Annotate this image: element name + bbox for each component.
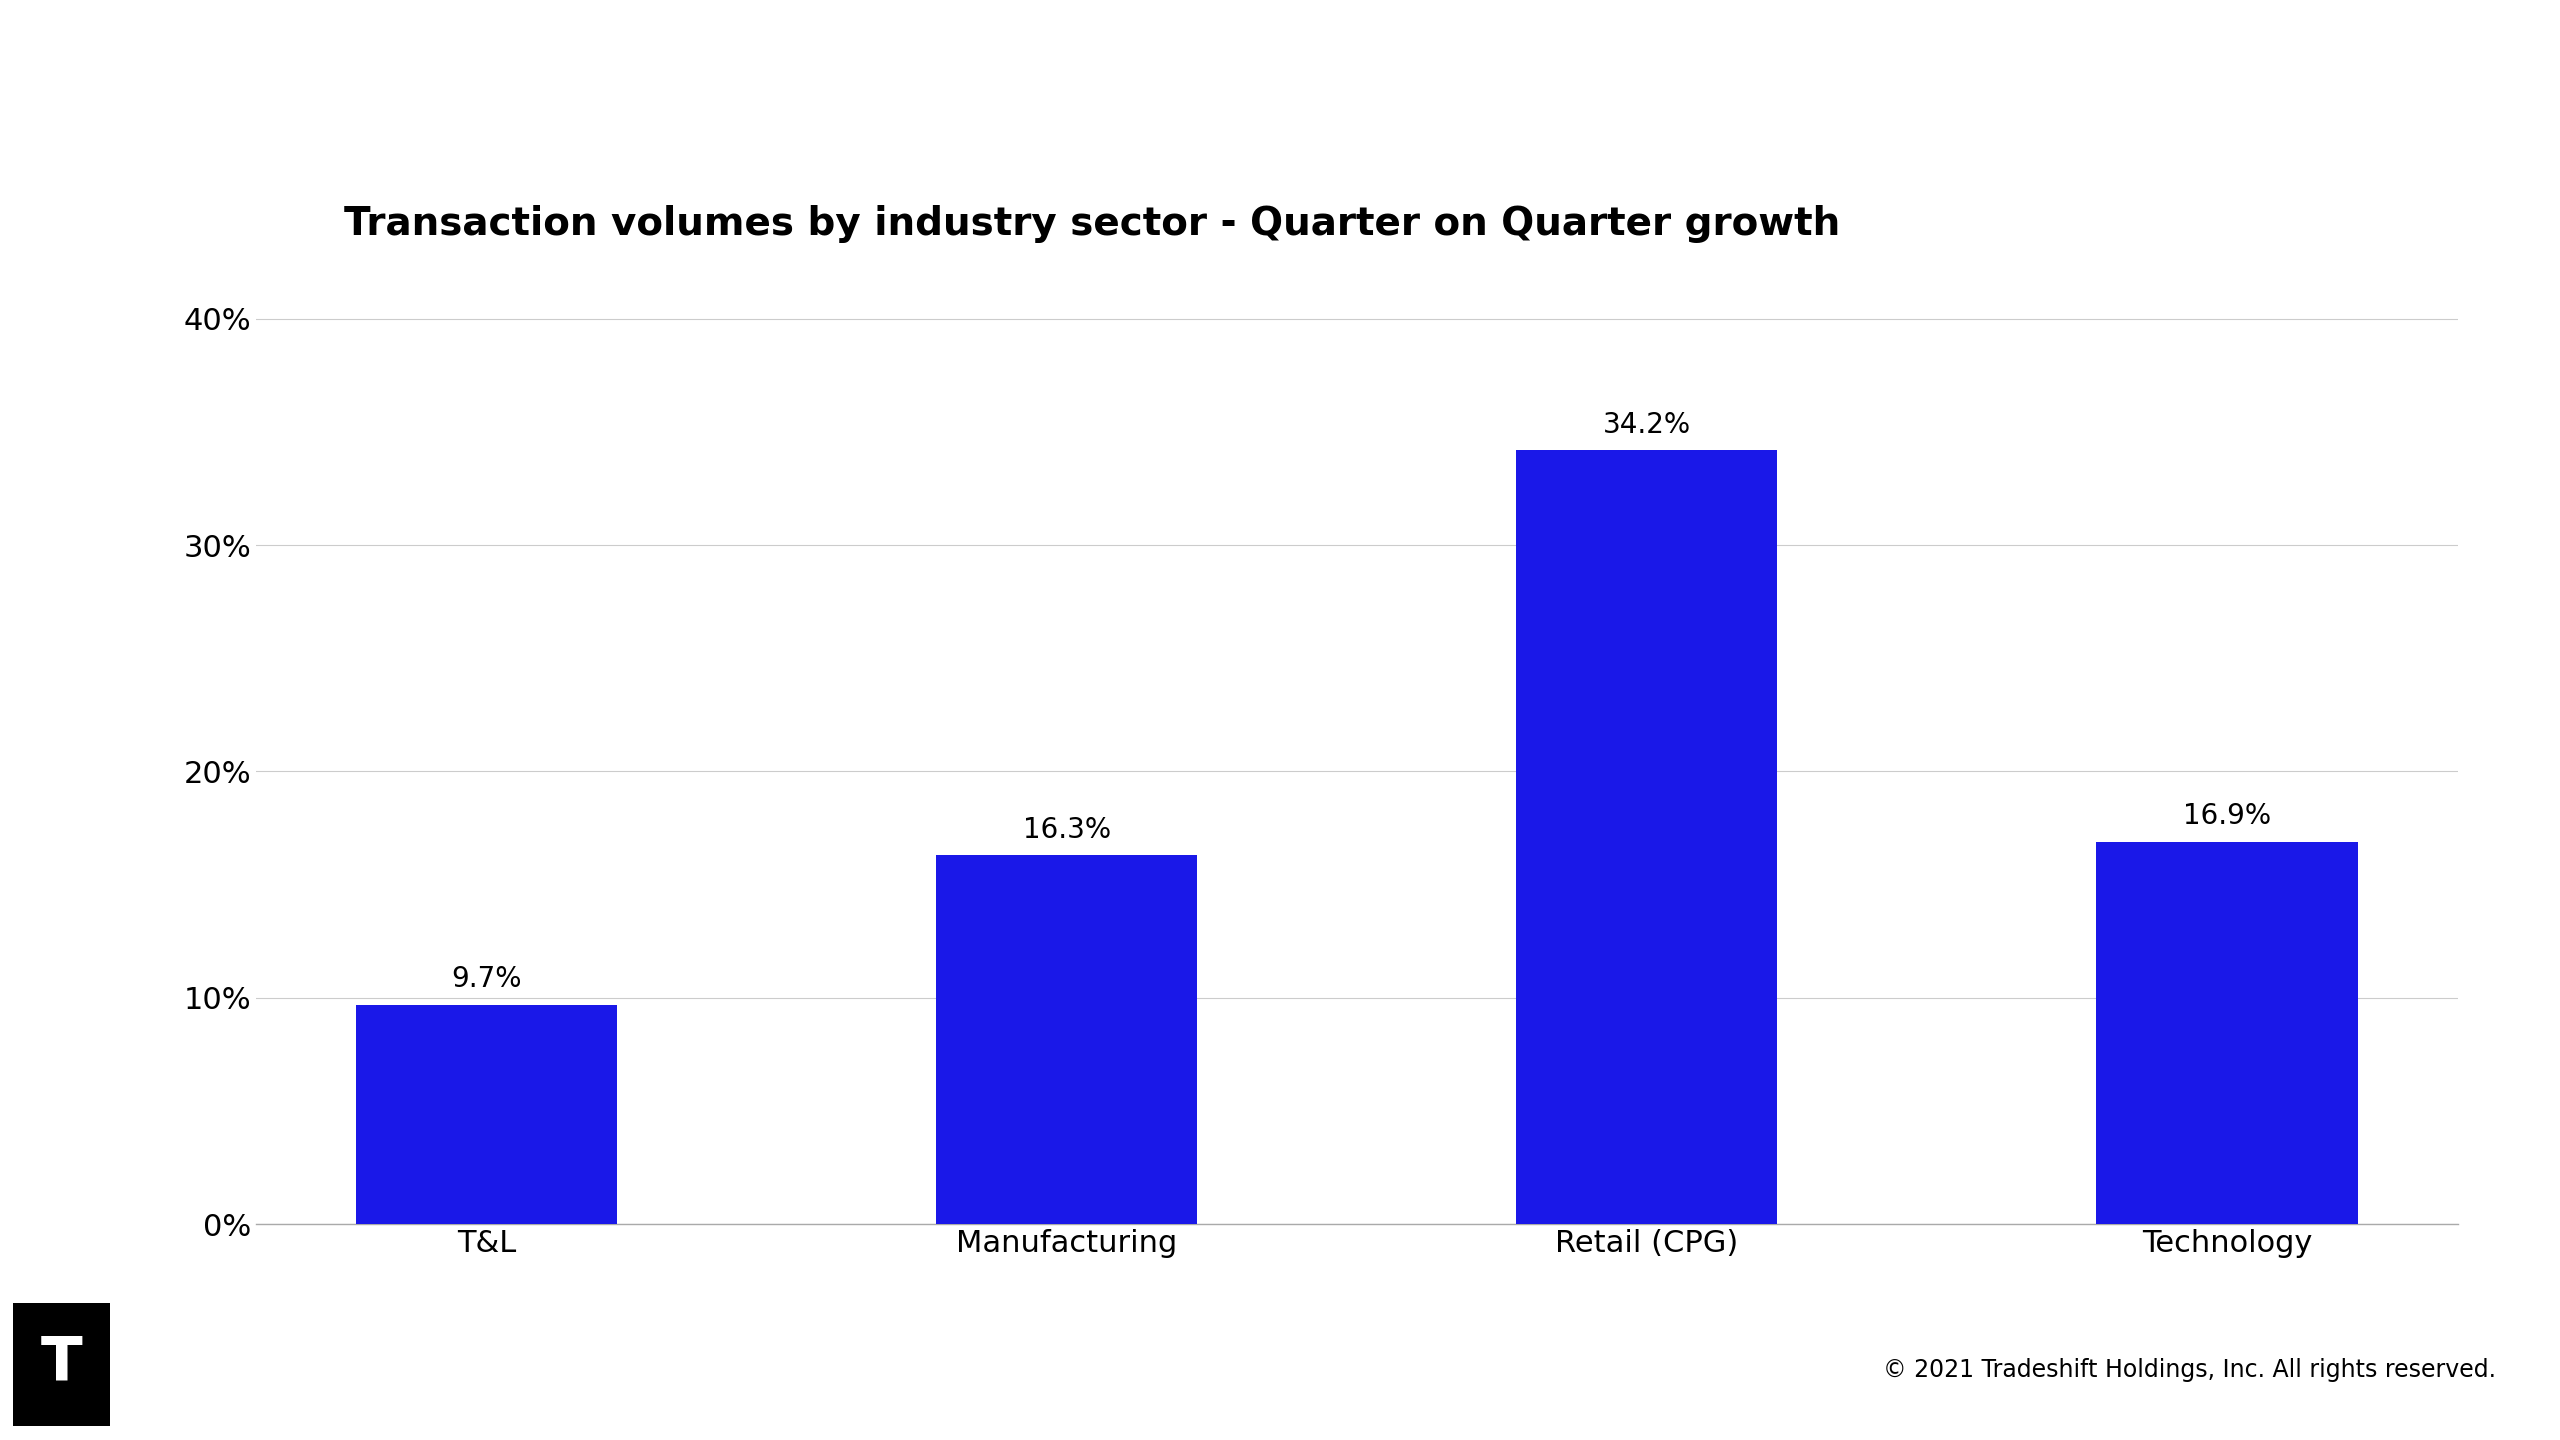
Bar [937, 855, 1198, 1224]
Text: 34.2%: 34.2% [1603, 410, 1692, 439]
Text: T: T [41, 1335, 82, 1394]
Text: 16.9%: 16.9% [2184, 802, 2271, 831]
Bar [2097, 841, 2358, 1224]
Text: Transaction volumes by industry sector - Quarter on Quarter growth: Transaction volumes by industry sector -… [343, 204, 1841, 243]
Text: 16.3%: 16.3% [1021, 816, 1111, 844]
Text: 9.7%: 9.7% [451, 965, 522, 994]
Text: © 2021 Tradeshift Holdings, Inc. All rights reserved.: © 2021 Tradeshift Holdings, Inc. All rig… [1884, 1358, 2496, 1382]
Bar [1516, 451, 1777, 1224]
Bar [356, 1005, 617, 1224]
